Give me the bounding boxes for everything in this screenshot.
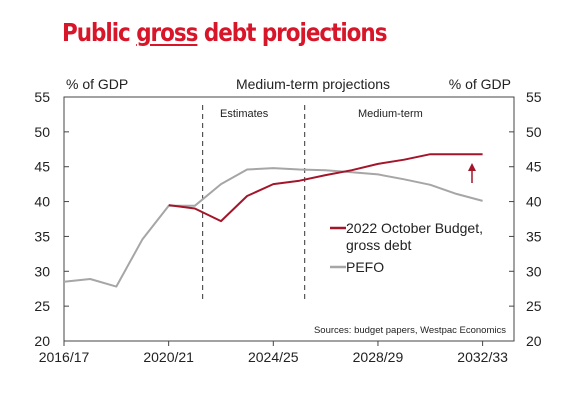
y-tick-label-right: 35: [526, 228, 542, 244]
y-axis-right: 20 25 30 35 40 45 50 55: [509, 89, 542, 349]
x-tick-label: 2020/21: [143, 349, 194, 365]
x-tick-label: 2028/29: [353, 349, 404, 365]
series-line: [63, 167, 483, 288]
y-tick-label-right: 40: [526, 194, 542, 210]
y-tick-label-right: 50: [526, 124, 542, 140]
header-center-label: Medium-term projections: [236, 76, 390, 92]
y-tick-label-left: 55: [34, 89, 50, 105]
legend: 2022 October Budget, gross debt PEFO: [330, 220, 483, 275]
series-line: [168, 153, 483, 223]
title-text-part1: Public: [62, 18, 137, 47]
period-dividers: [202, 105, 306, 302]
up-arrow-icon: [468, 163, 476, 183]
left-axis-label: % of GDP: [66, 76, 128, 92]
region-label-medium-term: Medium-term: [358, 108, 423, 120]
y-axis-left: 20 25 30 35 40 45 50 55: [34, 89, 69, 349]
legend-label-budget-line1: 2022 October Budget,: [346, 220, 483, 236]
x-axis: 2016/17 2020/21 2024/25 2028/29 2032/33: [39, 341, 508, 365]
x-tick-label: 2032/33: [457, 349, 508, 365]
x-tick-label: 2016/17: [39, 349, 90, 365]
page-title: Public gross debt projections: [62, 18, 388, 47]
y-tick-label-left: 45: [34, 159, 50, 175]
y-tick-label-left: 35: [34, 228, 50, 244]
source-note: Sources: budget papers, Westpac Economic…: [314, 325, 506, 336]
y-tick-label-left: 20: [34, 333, 50, 349]
plot-frame: [63, 96, 515, 342]
y-tick-label-left: 40: [34, 194, 50, 210]
y-tick-label-right: 20: [526, 333, 542, 349]
series-layer: [63, 153, 483, 288]
y-tick-label-left: 50: [34, 124, 50, 140]
y-tick-label-right: 30: [526, 263, 542, 279]
y-tick-label-right: 45: [526, 159, 542, 175]
title-text-underlined: gross: [136, 18, 198, 47]
y-tick-label-left: 30: [34, 263, 50, 279]
y-tick-label-right: 25: [526, 298, 542, 314]
region-label-estimates: Estimates: [220, 108, 269, 120]
y-tick-label-right: 55: [526, 89, 542, 105]
y-tick-label-left: 25: [34, 298, 50, 314]
legend-label-budget-line2: gross debt: [346, 237, 411, 253]
x-tick-label: 2024/25: [248, 349, 299, 365]
legend-label-pefo: PEFO: [346, 259, 384, 275]
right-axis-label: % of GDP: [449, 76, 511, 92]
title-text-part3: debt projections: [197, 18, 388, 47]
